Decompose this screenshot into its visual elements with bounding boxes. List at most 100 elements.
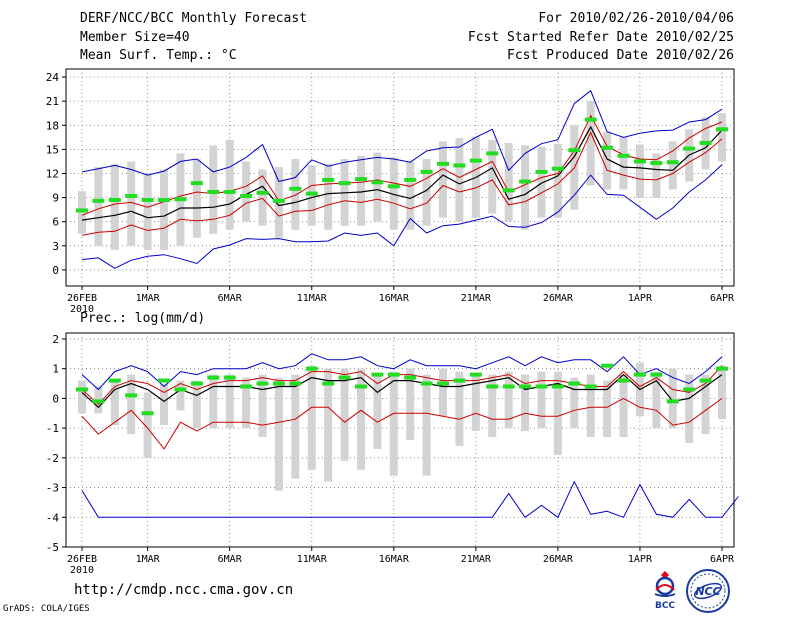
- temp-spread-box: [209, 145, 218, 234]
- temp-spread-box: [78, 191, 86, 234]
- temp-climatology-mark: [354, 177, 367, 182]
- temp-climatology-mark: [76, 208, 88, 213]
- prec-spread-box: [504, 371, 513, 429]
- prec-spread-box: [701, 374, 710, 435]
- temp-y-tick-label: 3: [52, 240, 59, 253]
- prec-climatology-mark: [699, 378, 712, 383]
- prec-spread-box: [225, 374, 234, 429]
- prec-climatology-mark: [519, 384, 532, 389]
- temp-spread-box: [652, 153, 661, 198]
- temp-series-min: [81, 164, 723, 269]
- temp-spread-box: [455, 138, 464, 222]
- temp-climatology-mark: [617, 153, 630, 158]
- temp-y-tick-label: 0: [52, 264, 59, 277]
- prec-series-q_low: [81, 397, 723, 450]
- temp-climatology-mark: [633, 159, 646, 164]
- prec-spread-box: [176, 380, 185, 411]
- prec-climatology-mark: [125, 393, 138, 398]
- prec-spread-box: [488, 374, 497, 438]
- prec-x-tick-label: 6APR: [710, 554, 735, 565]
- temp-x-tick-label: 6MAR: [218, 293, 243, 304]
- prec-spread-box: [652, 371, 661, 429]
- temp-y-tick-label: 18: [46, 119, 59, 132]
- prec-climatology-mark: [141, 411, 154, 416]
- refer-date-label: Fcst Started Refer Date 2010/02/25: [467, 30, 734, 45]
- temp-spread-box: [619, 137, 628, 190]
- temp-y-tick-label: 24: [46, 71, 60, 84]
- temp-climatology-mark: [92, 198, 105, 203]
- prec-spread-box: [570, 377, 579, 429]
- prec-panel-title: Prec.: log(mm/d): [80, 311, 205, 326]
- prec-spread-box: [324, 368, 333, 482]
- prec-spread-box: [422, 374, 431, 476]
- temp-climatology-mark: [256, 190, 269, 195]
- temp-climatology-mark: [338, 181, 351, 186]
- temp-climatology-mark: [223, 189, 236, 194]
- prec-climatology-mark: [535, 384, 548, 389]
- prec-spread-box: [78, 380, 86, 414]
- prec-climatology-mark: [453, 378, 466, 383]
- temp-climatology-mark: [387, 184, 400, 189]
- prec-spread-box: [455, 371, 464, 446]
- temp-spread-box: [225, 139, 234, 230]
- prec-climatology-mark: [338, 375, 351, 380]
- temp-climatology-mark: [174, 197, 187, 202]
- prec-climatology-mark: [158, 378, 171, 383]
- temp-climatology-mark: [683, 146, 696, 151]
- temp-y-tick-label: 21: [46, 95, 59, 108]
- temp-y-tick-label: 12: [46, 167, 59, 180]
- prec-climatology-mark: [650, 372, 663, 377]
- prec-climatology-mark: [371, 372, 384, 377]
- prec-climatology-mark: [683, 387, 696, 392]
- prec-climatology-mark: [76, 387, 88, 392]
- temp-climatology-mark: [584, 117, 597, 122]
- temp-climatology-mark: [568, 148, 581, 153]
- prec-x-tick-label: 6MAR: [218, 554, 243, 565]
- temp-spread-box: [668, 141, 677, 190]
- prec-climatology-mark: [601, 363, 614, 368]
- temp-climatology-mark: [371, 180, 384, 185]
- prec-spread-box: [127, 374, 136, 435]
- prec-spread-box: [619, 374, 628, 438]
- prec-x-tick-label: 21MAR: [461, 554, 492, 565]
- prec-spread-box: [291, 374, 300, 479]
- temp-climatology-mark: [289, 186, 302, 191]
- temp-spread-box: [488, 139, 497, 214]
- produced-date-label: Fcst Produced Date 2010/02/26: [507, 48, 734, 63]
- prec-x-tick-label: 26MAR: [543, 554, 574, 565]
- prec-spread-box: [160, 383, 169, 426]
- temp-climatology-mark: [502, 188, 515, 193]
- temp-climatology-mark: [551, 166, 564, 171]
- prec-climatology-mark: [207, 375, 220, 380]
- prec-climatology-mark: [387, 372, 400, 377]
- prec-climatology-mark: [174, 387, 187, 392]
- prec-climatology-mark: [469, 372, 482, 377]
- prec-climatology-mark: [568, 381, 581, 386]
- temp-spread-box: [373, 152, 382, 222]
- prec-climatology-mark: [486, 384, 499, 389]
- temp-y-tick-label: 6: [52, 216, 59, 229]
- prec-climatology-mark: [92, 399, 105, 404]
- footer-url[interactable]: http://cmdp.ncc.cma.gov.cn: [74, 582, 294, 598]
- prec-climatology-mark: [289, 381, 302, 386]
- prec-spread-box: [389, 371, 398, 476]
- temp-spread-box: [127, 161, 136, 246]
- prec-climatology-mark: [354, 384, 367, 389]
- temp-series-q_low: [81, 131, 723, 236]
- temp-climatology-mark: [535, 169, 548, 174]
- prec-climatology-mark: [437, 381, 450, 386]
- prec-spread-box: [143, 392, 152, 458]
- temp-climatology-mark: [469, 158, 482, 163]
- temp-spread-box: [356, 155, 365, 226]
- temp-x-tick-label: 26MAR: [543, 293, 574, 304]
- prec-spread-box: [192, 380, 201, 429]
- temp-plot-frame: [65, 68, 735, 287]
- page-title: DERF/NCC/BCC Monthly Forecast: [80, 11, 307, 26]
- prec-spread-box: [471, 374, 480, 432]
- prec-x-tick-label: 11MAR: [297, 554, 328, 565]
- temp-climatology-mark: [240, 193, 253, 198]
- temp-climatology-mark: [125, 193, 138, 198]
- temp-spread-box: [504, 142, 513, 222]
- temp-spread-box: [324, 163, 333, 230]
